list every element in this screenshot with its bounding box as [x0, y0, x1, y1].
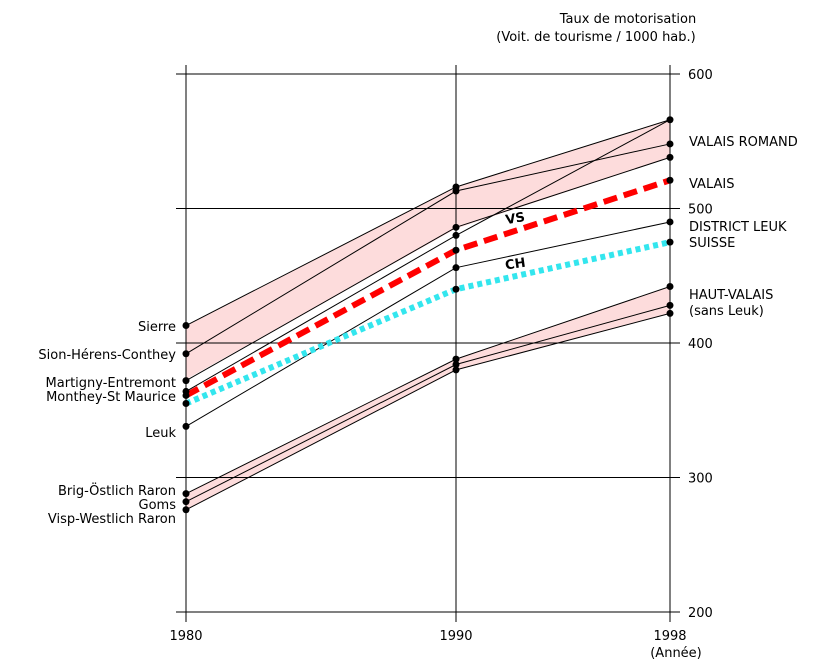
series-tag-vs: VS: [504, 210, 526, 228]
point-1998-538: [666, 153, 674, 161]
point-1998-521: [666, 176, 674, 184]
x-tick-1980: 1980: [169, 629, 202, 644]
band-haut-valais: [186, 286, 670, 510]
point-sion-h-rens-conthey-1990: [452, 187, 460, 195]
point-brig-stlich-raron-1980: [182, 490, 190, 498]
point-1998-422: [666, 309, 674, 317]
x-tick-1998: 1998: [653, 629, 686, 644]
left-label-brig-stlich-raron: Brig-Östlich Raron: [58, 482, 176, 499]
point-1998-442: [666, 283, 674, 291]
point-1998-548: [666, 140, 674, 148]
chart-subtitle: (Voit. de tourisme / 1000 hab.): [496, 30, 695, 45]
point-goms-1980: [182, 498, 190, 506]
right-label-district-leuk: DISTRICT LEUK: [689, 220, 787, 235]
y-tick-500: 500: [688, 203, 713, 218]
right-label--sans-leuk-: (sans Leuk): [689, 304, 764, 319]
left-label-goms: Goms: [139, 498, 177, 513]
point-leuk-1980: [182, 422, 190, 430]
point-leuk-1990: [452, 264, 460, 272]
right-label-haut-valais: HAUT-VALAIS: [689, 288, 773, 303]
point-martigny-entremont-1980: [182, 377, 190, 385]
point-ch-1990: [452, 285, 460, 293]
left-label-visp-westlich-raron: Visp-Westlich Raron: [48, 512, 176, 527]
point-goms-1990: [452, 361, 460, 369]
point-1998-490: [666, 218, 674, 226]
point-vs-1980: [182, 391, 190, 399]
right-label-suisse: SUISSE: [689, 236, 735, 251]
point-1998-475: [666, 238, 674, 246]
x-tick-1990: 1990: [439, 629, 472, 644]
point-1998-428: [666, 301, 674, 309]
y-tick-300: 300: [688, 472, 713, 487]
point-martigny-entremont-1990: [452, 223, 460, 231]
point-monthey-st-maurice-1990: [452, 231, 460, 239]
x-unit-label: (Année): [650, 646, 702, 661]
series-tag-ch: CH: [504, 256, 526, 274]
y-tick-600: 600: [688, 68, 713, 83]
chart-title: Taux de motorisation: [559, 12, 696, 27]
point-ch-1980: [182, 400, 190, 408]
series-line-martigny-entremont: [185, 156, 671, 382]
point-visp-westlich-raron-1990: [452, 366, 460, 374]
point-visp-westlich-raron-1980: [182, 506, 190, 514]
right-label-valais: VALAIS: [689, 177, 734, 192]
point-brig-stlich-raron-1990: [452, 355, 460, 363]
point-1998-566: [666, 116, 674, 124]
point-sion-h-rens-conthey-1980: [182, 350, 190, 358]
right-label-valais-romand: VALAIS ROMAND: [689, 135, 798, 150]
left-label-leuk: Leuk: [145, 426, 176, 441]
point-sierre-1980: [182, 322, 190, 330]
y-tick-200: 200: [688, 606, 713, 621]
left-label-sion-h-rens-conthey: Sion-Hérens-Conthey: [38, 348, 176, 363]
left-label-martigny-entremont: Martigny-Entremont: [46, 376, 176, 391]
y-tick-400: 400: [688, 337, 713, 352]
point-vs-1990: [452, 246, 460, 254]
left-label-sierre: Sierre: [138, 320, 176, 335]
left-label-monthey-st-maurice: Monthey-St Maurice: [46, 390, 176, 405]
